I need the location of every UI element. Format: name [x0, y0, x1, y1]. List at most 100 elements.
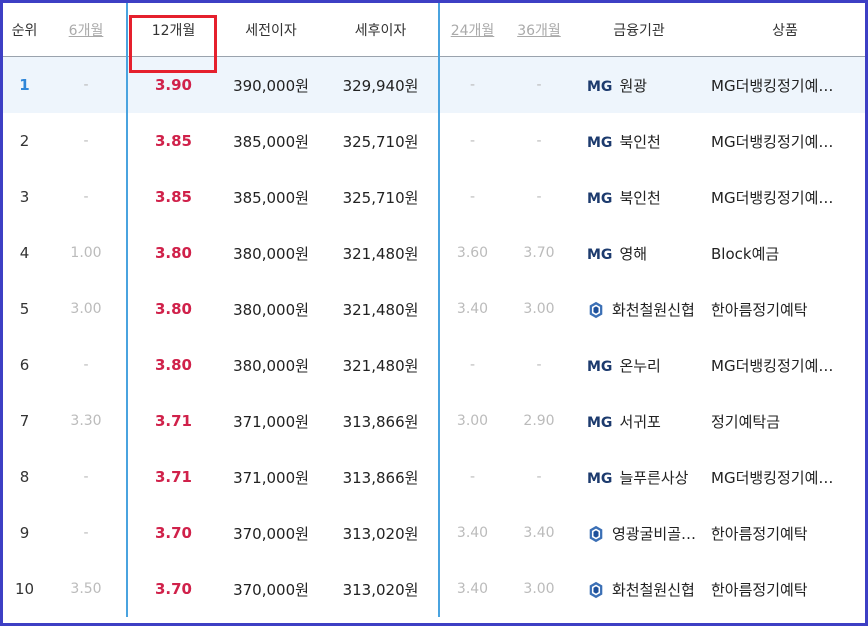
pretax-interest-cell: 370,000원: [233, 580, 309, 599]
product-cell[interactable]: MG더뱅킹정기예…: [711, 188, 834, 207]
deposit-rate-table: 순위 6개월 12개월 세전이자 세후이자 24개월 36개월 금융기관 상품 …: [3, 3, 865, 617]
rate-36-month-cell: -: [536, 189, 542, 205]
rate-6-month-cell: 3.00: [70, 301, 102, 317]
table-row[interactable]: 9 - 3.70 370,000원 313,020원 3.40 3.40 영광굴…: [3, 505, 865, 561]
header-6-month-tab[interactable]: 6개월: [46, 3, 127, 57]
pretax-interest-cell: 380,000원: [233, 244, 309, 263]
institution-cell[interactable]: MG 늘푸른사상: [573, 449, 705, 505]
product-cell[interactable]: 정기예탁금: [711, 412, 781, 431]
pretax-interest-cell: 371,000원: [233, 412, 309, 431]
rate-6-month-cell: -: [46, 56, 127, 113]
product-cell[interactable]: Block예금: [711, 244, 780, 263]
rate-6-month-cell: 3.30: [70, 413, 102, 429]
rate-36-month-cell: -: [536, 469, 542, 485]
rate-12-month-cell: 3.71: [126, 393, 219, 449]
table-header-row: 순위 6개월 12개월 세전이자 세후이자 24개월 36개월 금융기관 상품: [3, 3, 865, 57]
rate-36-month-cell: 3.70: [523, 245, 555, 261]
aftertax-interest-cell: 321,480원: [323, 337, 440, 393]
rate-36-month-cell: 3.00: [523, 301, 555, 317]
rate-12-month-cell: 3.80: [126, 281, 219, 337]
table-row[interactable]: 4 1.00 3.80 380,000원 321,480원 3.60 3.70 …: [3, 225, 865, 281]
header-aftertax-interest: 세후이자: [323, 3, 440, 57]
table-row[interactable]: 10 3.50 3.70 370,000원 313,020원 3.40 3.00…: [3, 561, 865, 617]
mg-logo-icon: MG: [587, 470, 613, 487]
shinhyup-logo-icon: [589, 581, 603, 599]
aftertax-interest-cell: 313,020원: [323, 561, 440, 617]
table-row[interactable]: 5 3.00 3.80 380,000원 321,480원 3.40 3.00 …: [3, 281, 865, 337]
table-row[interactable]: 2 - 3.85 385,000원 325,710원 - - MG 북인천 MG더…: [3, 113, 865, 169]
table-row[interactable]: 8 - 3.71 371,000원 313,866원 - - MG 늘푸른사상 M…: [3, 449, 865, 505]
institution-name[interactable]: 서귀포: [619, 412, 661, 431]
table-row[interactable]: 7 3.30 3.71 371,000원 313,866원 3.00 2.90 …: [3, 393, 865, 449]
rate-12-month-cell: 3.70: [126, 505, 219, 561]
header-product: 상품: [705, 3, 865, 57]
pretax-interest-cell: 390,000원: [219, 56, 323, 113]
pretax-interest-cell: 370,000원: [233, 524, 309, 543]
rate-24-month-cell: 3.40: [456, 581, 489, 597]
header-12-month-tab[interactable]: 12개월: [126, 3, 219, 57]
rank-cell: 5: [19, 300, 30, 318]
product-cell[interactable]: MG더뱅킹정기예…: [711, 468, 834, 487]
product-cell[interactable]: 한아름정기예탁: [711, 580, 808, 599]
rate-12-month-cell: 3.85: [126, 113, 219, 169]
mg-logo-icon: MG: [587, 78, 613, 95]
institution-name[interactable]: 북인천: [619, 188, 661, 207]
rate-36-month-cell: 2.90: [523, 413, 555, 429]
product-cell[interactable]: MG더뱅킹정기예…: [711, 132, 834, 151]
rate-12-month-cell: 3.71: [126, 449, 219, 505]
mg-logo-icon: MG: [587, 414, 613, 431]
pretax-interest-cell: 380,000원: [233, 300, 309, 319]
highlight-box-12-month: [129, 15, 217, 73]
rate-12-month-cell: 3.85: [126, 169, 219, 225]
rank-cell: 4: [19, 244, 30, 262]
aftertax-interest-cell: 313,866원: [323, 393, 440, 449]
rate-36-month-cell: -: [505, 56, 573, 113]
pretax-interest-cell: 385,000원: [233, 188, 309, 207]
rate-36-month-cell: 3.00: [523, 581, 555, 597]
product-cell[interactable]: MG더뱅킹정기예…: [711, 356, 834, 375]
institution-cell[interactable]: 영광굴비골…: [573, 505, 705, 561]
rate-6-month-cell: 3.50: [70, 581, 102, 597]
institution-cell[interactable]: MG 북인천: [573, 113, 705, 169]
institution-cell[interactable]: MG 북인천: [573, 169, 705, 225]
rank-cell: 3: [19, 188, 30, 206]
institution-name[interactable]: 원광: [619, 76, 648, 95]
product-cell[interactable]: 한아름정기예탁: [711, 524, 808, 543]
header-24-month-tab[interactable]: 24개월: [439, 3, 505, 57]
institution-name[interactable]: 늘푸른사상: [619, 468, 689, 487]
rate-24-month-cell: -: [469, 133, 476, 149]
mg-logo-icon: MG: [587, 246, 613, 263]
table-row[interactable]: 1 - 3.90 390,000원 329,940원 - - MG 원광 MG더뱅…: [3, 56, 865, 113]
institution-name[interactable]: 영해: [619, 244, 648, 263]
rate-12-month-cell: 3.80: [126, 225, 219, 281]
institution-cell[interactable]: MG 온누리: [573, 337, 705, 393]
institution-name[interactable]: 온누리: [619, 356, 661, 375]
institution-cell[interactable]: 화천철원신협: [573, 561, 705, 617]
product-cell[interactable]: MG더뱅킹정기예…: [705, 56, 865, 113]
product-cell[interactable]: 한아름정기예탁: [711, 300, 808, 319]
rate-24-month-cell: 3.40: [456, 525, 489, 541]
table-body: 1 - 3.90 390,000원 329,940원 - - MG 원광 MG더뱅…: [3, 56, 865, 617]
aftertax-interest-cell: 313,866원: [323, 449, 440, 505]
mg-logo-icon: MG: [587, 134, 613, 151]
table-row[interactable]: 3 - 3.85 385,000원 325,710원 - - MG 북인천 MG더…: [3, 169, 865, 225]
institution-cell[interactable]: MG 원광: [573, 56, 705, 113]
shinhyup-logo-icon: [589, 301, 603, 319]
header-36-month-tab[interactable]: 36개월: [505, 3, 573, 57]
rate-6-month-cell: -: [83, 525, 89, 541]
institution-cell[interactable]: MG 영해: [573, 225, 705, 281]
institution-name[interactable]: 영광굴비골…: [612, 524, 697, 543]
mg-logo-icon: MG: [587, 358, 613, 375]
institution-name[interactable]: 북인천: [619, 132, 661, 151]
table-row[interactable]: 6 - 3.80 380,000원 321,480원 - - MG 온누리 MG더…: [3, 337, 865, 393]
aftertax-interest-cell: 321,480원: [323, 281, 440, 337]
rank-cell: 1: [3, 56, 46, 113]
institution-name[interactable]: 화천철원신협: [612, 300, 695, 319]
rate-24-month-cell: 3.00: [456, 413, 489, 429]
rate-12-month-cell: 3.80: [126, 337, 219, 393]
institution-name[interactable]: 화천철원신협: [612, 580, 695, 599]
institution-cell[interactable]: MG 서귀포: [573, 393, 705, 449]
pretax-interest-cell: 385,000원: [233, 132, 309, 151]
institution-cell[interactable]: 화천철원신협: [573, 281, 705, 337]
aftertax-interest-cell: 329,940원: [323, 56, 440, 113]
